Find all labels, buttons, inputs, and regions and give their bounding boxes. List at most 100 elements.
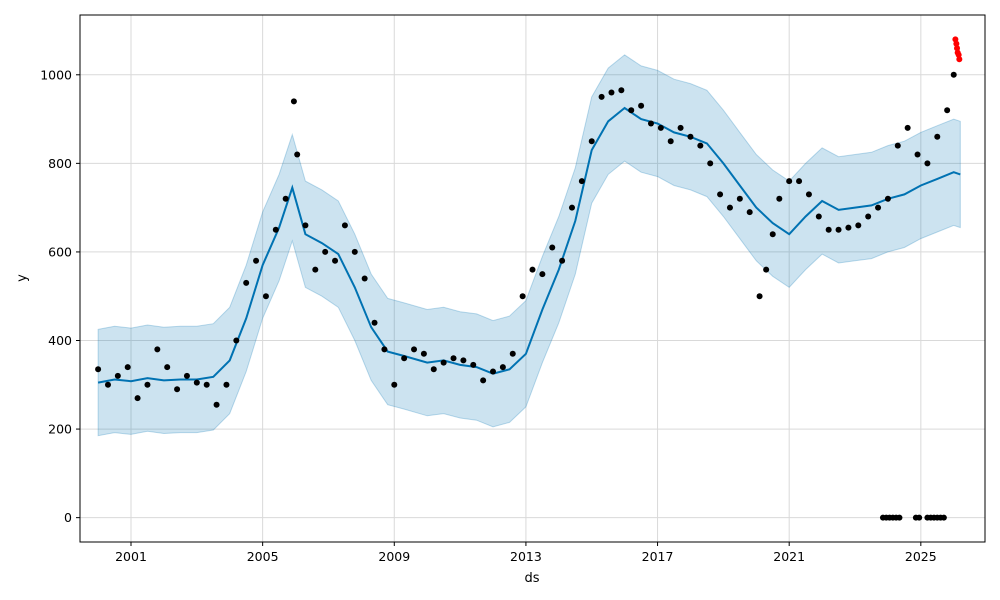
observed-point: [815, 213, 822, 220]
observed-point: [164, 364, 171, 371]
x-tick-label: 2001: [115, 549, 147, 564]
observed-point: [312, 266, 319, 273]
observed-point: [796, 178, 803, 185]
observed-point: [769, 231, 776, 238]
observed-point: [746, 209, 753, 216]
y-tick-label: 800: [48, 156, 72, 171]
observed-point: [568, 204, 575, 211]
y-tick-label: 0: [64, 510, 72, 525]
observed-point: [865, 213, 872, 220]
observed-point: [420, 350, 427, 357]
y-axis-ticks: 0 200 400 600 800 1000: [40, 67, 80, 525]
observed-point: [687, 133, 694, 140]
observed-point: [124, 364, 131, 371]
observed-point: [677, 124, 684, 131]
observed-zero-point: [896, 514, 903, 521]
observed-point: [174, 386, 181, 393]
plot-frame: [79, 14, 986, 543]
observed-point: [134, 395, 141, 402]
observed-point: [559, 257, 566, 264]
observed-point: [391, 381, 398, 388]
observed-point: [845, 224, 852, 231]
observed-point: [351, 248, 358, 255]
observed-point: [193, 379, 200, 386]
y-tick-label: 400: [48, 333, 72, 348]
x-tick-label: 2025: [905, 549, 937, 564]
observed-point: [894, 142, 901, 149]
observed-point: [608, 89, 615, 96]
observed-point: [272, 226, 279, 233]
observed-point: [914, 151, 921, 158]
observed-point: [371, 319, 378, 326]
observed-point: [805, 191, 812, 198]
observed-point: [332, 257, 339, 264]
observed-point: [707, 160, 714, 167]
y-tick-label: 1000: [40, 67, 72, 82]
observed-point: [282, 195, 289, 202]
observed-point: [825, 226, 832, 233]
observed-point: [776, 195, 783, 202]
observed-point: [322, 248, 329, 255]
forecast-line-path: [97, 106, 961, 384]
observed-point: [697, 142, 704, 149]
observed-point: [598, 93, 605, 100]
observed-point: [213, 401, 220, 408]
highlighted-point: [953, 40, 960, 47]
observed-point: [243, 279, 250, 286]
observed-point: [440, 359, 447, 366]
observed-point: [203, 381, 210, 388]
observed-point: [509, 350, 516, 357]
observed-point: [756, 293, 763, 300]
observed-point: [361, 275, 368, 282]
observed-point: [183, 372, 190, 379]
observed-point: [763, 266, 770, 273]
observed-point: [588, 138, 595, 145]
observed-point: [262, 293, 269, 300]
observed-point: [290, 98, 297, 105]
observed-point: [944, 107, 951, 114]
observed-point: [529, 266, 536, 273]
observed-point: [638, 102, 645, 109]
observed-point: [490, 368, 497, 375]
highlighted-point: [955, 51, 962, 58]
observed-point: [786, 178, 793, 185]
observed-point: [835, 226, 842, 233]
observed-point: [341, 222, 348, 229]
uncertainty-band: [97, 54, 961, 437]
x-axis-ticks: 2001 2005 2009 2013 2017 2021 2025: [115, 542, 937, 564]
observed-zero-point: [916, 514, 923, 521]
uncertainty-band-area: [97, 54, 961, 437]
x-tick-label: 2017: [642, 549, 674, 564]
forecast-line: [97, 106, 961, 384]
observed-point: [934, 133, 941, 140]
observed-zero-points: [879, 514, 947, 521]
observed-point: [539, 271, 546, 278]
observed-point: [855, 222, 862, 229]
observed-point: [144, 381, 151, 388]
y-axis-label: y: [15, 274, 30, 282]
observed-point: [628, 107, 635, 114]
y-tick-label: 600: [48, 244, 72, 259]
observed-point: [875, 204, 882, 211]
observed-point: [667, 138, 674, 145]
observed-point: [95, 366, 102, 373]
observed-points: [95, 71, 957, 408]
x-tick-label: 2005: [247, 549, 279, 564]
observed-point: [950, 71, 957, 78]
highlighted-points: [952, 36, 963, 63]
observed-point: [736, 195, 743, 202]
observed-point: [924, 160, 931, 167]
x-axis-label: ds: [524, 571, 539, 586]
observed-point: [401, 355, 408, 362]
observed-point: [302, 222, 309, 229]
observed-point: [223, 381, 230, 388]
observed-point: [519, 293, 526, 300]
observed-point: [647, 120, 654, 127]
observed-point: [884, 195, 891, 202]
observed-point: [499, 364, 506, 371]
x-tick-label: 2021: [773, 549, 805, 564]
observed-point: [253, 257, 260, 264]
observed-point: [904, 124, 911, 131]
